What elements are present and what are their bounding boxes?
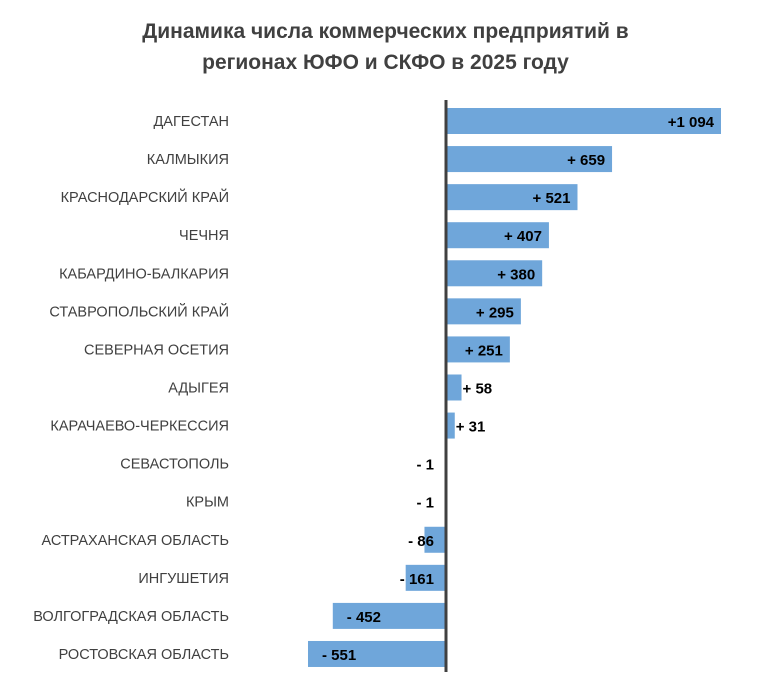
category-label: ДАГЕСТАН (153, 114, 229, 130)
bar (447, 184, 578, 211)
bar (447, 146, 613, 173)
bar (307, 640, 446, 667)
data-label: - 161 (400, 571, 434, 588)
category-label: КАРАЧАЕВО-ЧЕРКЕССИЯ (50, 419, 229, 435)
title-line-2: регионах ЮФО и СКФО в 2025 году (202, 51, 569, 74)
category-label: СЕВЕРНАЯ ОСЕТИЯ (84, 342, 229, 358)
data-label: + 407 (504, 228, 542, 245)
category-label: ИНГУШЕТИЯ (138, 571, 229, 587)
bar (447, 374, 462, 401)
title-line-1: Динамика числа коммерческих предприятий … (142, 20, 629, 43)
category-label: КРАСНОДАРСКИЙ КРАЙ (61, 188, 229, 206)
category-label: КАБАРДИНО-БАЛКАРИЯ (59, 266, 229, 282)
category-label: АСТРАХАНСКАЯ ОБЛАСТЬ (41, 533, 229, 549)
bar (424, 526, 446, 553)
category-label: КАЛМЫКИЯ (147, 152, 229, 168)
category-label: КРЫМ (186, 495, 229, 511)
data-label: + 380 (497, 266, 535, 283)
data-label: - 1 (416, 495, 434, 512)
data-label: + 251 (465, 342, 503, 359)
chart-title: Динамика числа коммерческих предприятий … (0, 16, 771, 78)
category-label: РОСТОВСКАЯ ОБЛАСТЬ (59, 647, 229, 663)
bar (447, 336, 510, 363)
bar (447, 260, 543, 287)
data-label: + 58 (463, 380, 493, 397)
data-label: - 551 (322, 647, 356, 664)
bar (447, 108, 721, 134)
bar (405, 564, 446, 591)
category-label: ВОЛГОГРАДСКАЯ ОБЛАСТЬ (33, 609, 229, 625)
data-label: +1 094 (668, 114, 715, 131)
data-label: + 521 (533, 190, 571, 207)
bar (447, 222, 549, 249)
data-label: + 659 (567, 152, 605, 169)
data-label: + 31 (456, 419, 486, 436)
data-label: + 295 (476, 304, 514, 321)
category-label: ЧЕЧНЯ (179, 228, 229, 244)
category-label: СТАВРОПОЛЬСКИЙ КРАЙ (49, 302, 229, 320)
category-label: АДЫГЕЯ (168, 380, 229, 396)
data-label: - 1 (416, 457, 434, 474)
data-label: - 452 (347, 609, 381, 626)
data-label: - 86 (408, 533, 434, 550)
bar (447, 412, 455, 439)
category-label: СЕВАСТОПОЛЬ (120, 457, 229, 473)
bar (447, 298, 521, 325)
bar (332, 602, 446, 629)
